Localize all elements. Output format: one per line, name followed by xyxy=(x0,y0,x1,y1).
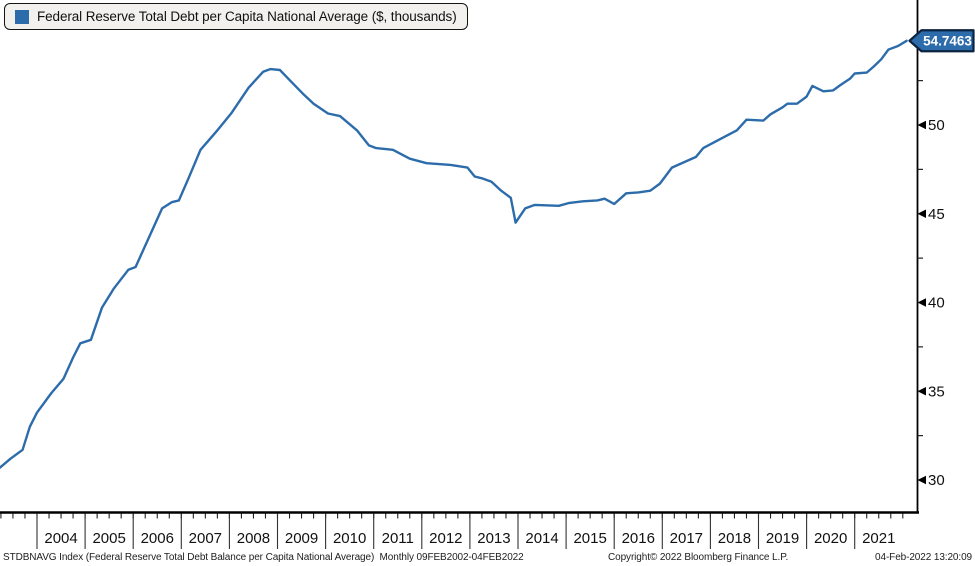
x-axis-year-label: 2013 xyxy=(477,530,510,547)
x-axis-year-label: 2006 xyxy=(141,530,174,547)
x-axis-year-label: 2009 xyxy=(285,530,318,547)
y-major-tick-arrow-icon xyxy=(917,120,926,130)
x-axis-year-label: 2007 xyxy=(189,530,222,547)
y-axis-tick-label: 50 xyxy=(928,117,945,134)
plot-area[interactable] xyxy=(0,0,917,512)
x-axis-year-label: 2004 xyxy=(44,530,77,547)
last-value-tag-label: 54.7463 xyxy=(923,34,972,49)
footer-datetime: 04-Feb-2022 13:20:09 xyxy=(875,552,972,563)
footer-security-description: STDBNAVG Index (Federal Reserve Total De… xyxy=(3,552,524,563)
x-axis-year-label: 2008 xyxy=(237,530,270,547)
y-major-tick-arrow-icon xyxy=(917,387,926,396)
footer-copyright: Copyright© 2022 Bloomberg Finance L.P. xyxy=(608,552,789,563)
x-axis-year-label: 2020 xyxy=(814,530,847,547)
y-axis-tick-label: 45 xyxy=(928,206,945,223)
y-major-tick-arrow-icon xyxy=(917,209,926,218)
series-legend-label: Federal Reserve Total Debt per Capita Na… xyxy=(37,9,457,24)
x-axis-year-label: 2014 xyxy=(525,530,558,547)
y-axis-tick-label: 40 xyxy=(928,295,945,312)
x-axis-year-label: 2010 xyxy=(333,530,366,547)
x-axis-year-label: 2021 xyxy=(862,530,895,547)
x-axis-year-label: 2019 xyxy=(766,530,799,547)
last-value-tag xyxy=(908,29,975,53)
x-axis-year-label: 2011 xyxy=(382,530,414,547)
y-major-tick-arrow-icon xyxy=(917,298,926,307)
series-swatch-icon xyxy=(15,9,29,24)
x-axis-year-label: 2005 xyxy=(92,530,125,547)
y-axis-tick-label: 30 xyxy=(928,472,945,489)
debt-series-line xyxy=(0,39,908,469)
x-axis-year-label: 2016 xyxy=(622,530,655,547)
x-axis-year-label: 2017 xyxy=(670,530,703,547)
y-major-tick-arrow-icon xyxy=(917,475,926,485)
x-axis-year-label: 2018 xyxy=(718,530,751,547)
y-axis-tick-label: 35 xyxy=(928,383,945,400)
chart-footer: STDBNAVG Index (Federal Reserve Total De… xyxy=(0,549,975,566)
series-legend[interactable]: Federal Reserve Total Debt per Capita Na… xyxy=(4,3,468,30)
x-axis-year-label: 2012 xyxy=(429,530,462,547)
x-axis-year-label: 2015 xyxy=(573,530,606,547)
